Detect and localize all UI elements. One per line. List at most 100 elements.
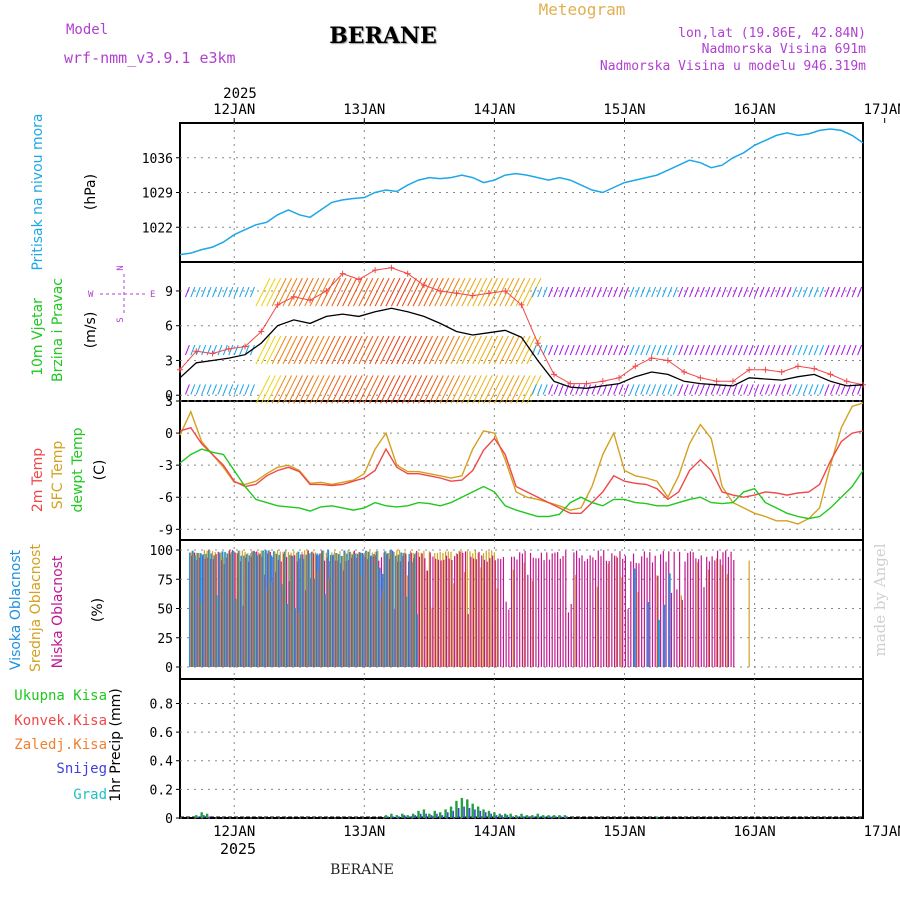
precip-bar: [455, 800, 458, 818]
precip-bar: [401, 813, 404, 818]
precip-bar: [504, 813, 507, 818]
wind-barb: [683, 286, 689, 298]
precip-bar: [200, 812, 203, 818]
wind-barb: [271, 335, 287, 365]
wind-barb: [390, 375, 406, 404]
wind-barb: [456, 277, 471, 307]
precip-bar: [563, 815, 567, 818]
wind-barb: [770, 344, 776, 356]
gust-marker: [681, 369, 688, 376]
wind-barb: [759, 344, 765, 356]
top-day-14JAN: 14JAN: [473, 102, 515, 118]
wind-barb: [190, 344, 196, 356]
precip-bar: [509, 813, 512, 818]
gust-marker: [778, 369, 785, 376]
wind-barb: [835, 286, 841, 298]
wind-barb: [819, 344, 825, 356]
wind-barb: [813, 384, 819, 395]
temp-label-t2m: 2m Temp: [30, 448, 46, 512]
panel-frame-r: [179, 678, 864, 819]
wind-barb: [472, 335, 488, 365]
panel-frame-p: [179, 122, 864, 263]
wind-barb: [504, 375, 520, 404]
bottom-year: 2025: [220, 840, 256, 858]
wind-barb: [434, 277, 450, 307]
precip-bar: [471, 803, 474, 818]
wind-barb: [802, 344, 808, 356]
cloud-panel: 0 25 50 75 100: [150, 544, 750, 676]
cloud-tick-100: 100: [150, 544, 173, 559]
wind-barb: [737, 384, 743, 395]
wind-barb: [591, 286, 597, 298]
cloud-tick-25: 25: [157, 632, 173, 647]
wind-barb: [315, 335, 330, 365]
wind-barb: [521, 375, 536, 404]
wind-barb: [309, 335, 325, 365]
wind-barb: [542, 344, 548, 356]
wind-unit: (m/s): [83, 312, 99, 349]
snow-bar: [501, 815, 503, 818]
bottom-day-14JAN: 14JAN: [473, 824, 515, 840]
wind-barb: [466, 277, 482, 307]
snow-bar: [484, 812, 487, 818]
wind-barb: [694, 344, 700, 356]
wind-barb: [830, 384, 835, 395]
wind-barbs: [184, 277, 863, 404]
wind-barb: [840, 286, 846, 298]
wind-barb: [710, 344, 716, 356]
wind-barb: [499, 335, 515, 365]
wind-barb: [716, 384, 722, 395]
wind-barb: [586, 344, 592, 356]
precip-bar: [466, 799, 469, 818]
wind-barb: [656, 344, 662, 356]
wind-barb: [228, 384, 234, 395]
wind-barb: [808, 384, 814, 395]
snow-bar: [197, 816, 200, 818]
cloud-tick-50: 50: [157, 603, 173, 618]
wind-barb: [504, 335, 520, 365]
wind-barb: [320, 335, 336, 365]
wind-barb: [450, 375, 466, 404]
model-label: Model: [66, 22, 108, 38]
snow-bar: [506, 815, 509, 818]
wind-barb: [824, 286, 830, 298]
watermark: made by Angel: [871, 543, 889, 656]
wind-barb: [347, 375, 363, 404]
snow-bar: [463, 806, 465, 818]
bottom-day-13JAN: 13JAN: [343, 824, 385, 840]
cloud-label-low: Niska Oblacnost: [50, 555, 66, 668]
wind-barb: [423, 375, 439, 404]
precip-bar: [655, 816, 659, 818]
bottom-day-12JAN: 12JAN: [213, 824, 255, 840]
compass-n: N: [116, 265, 126, 270]
wind-barb: [228, 286, 234, 298]
wind-barb: [483, 277, 499, 307]
wind-barb: [743, 344, 749, 356]
wind-barb: [217, 384, 223, 395]
wind-barb: [786, 286, 792, 298]
wind-barb: [472, 375, 488, 404]
precip-bar: [487, 810, 491, 818]
wind-barb: [401, 277, 417, 307]
panel-frame-t: [179, 400, 864, 541]
wind-barb: [260, 375, 276, 404]
snow-bar: [495, 815, 498, 818]
wind-barb: [206, 286, 212, 298]
wind-barb: [732, 384, 738, 395]
gust-marker: [843, 378, 850, 385]
compass-e: E: [150, 290, 155, 300]
wind-barb: [797, 286, 803, 298]
gust-marker: [209, 350, 216, 357]
wind-panel: 0 3 6 9: [165, 264, 866, 404]
wind-barb: [407, 277, 423, 307]
wind-barb: [298, 335, 314, 365]
wind-barb: [206, 384, 212, 395]
wind-barb: [358, 277, 374, 307]
wind-barb: [857, 286, 863, 298]
gust-marker: [355, 276, 362, 283]
wind-barb: [694, 384, 700, 395]
wind-barb: [385, 335, 401, 365]
wind-barb: [461, 277, 477, 307]
snow-bar: [550, 816, 552, 818]
